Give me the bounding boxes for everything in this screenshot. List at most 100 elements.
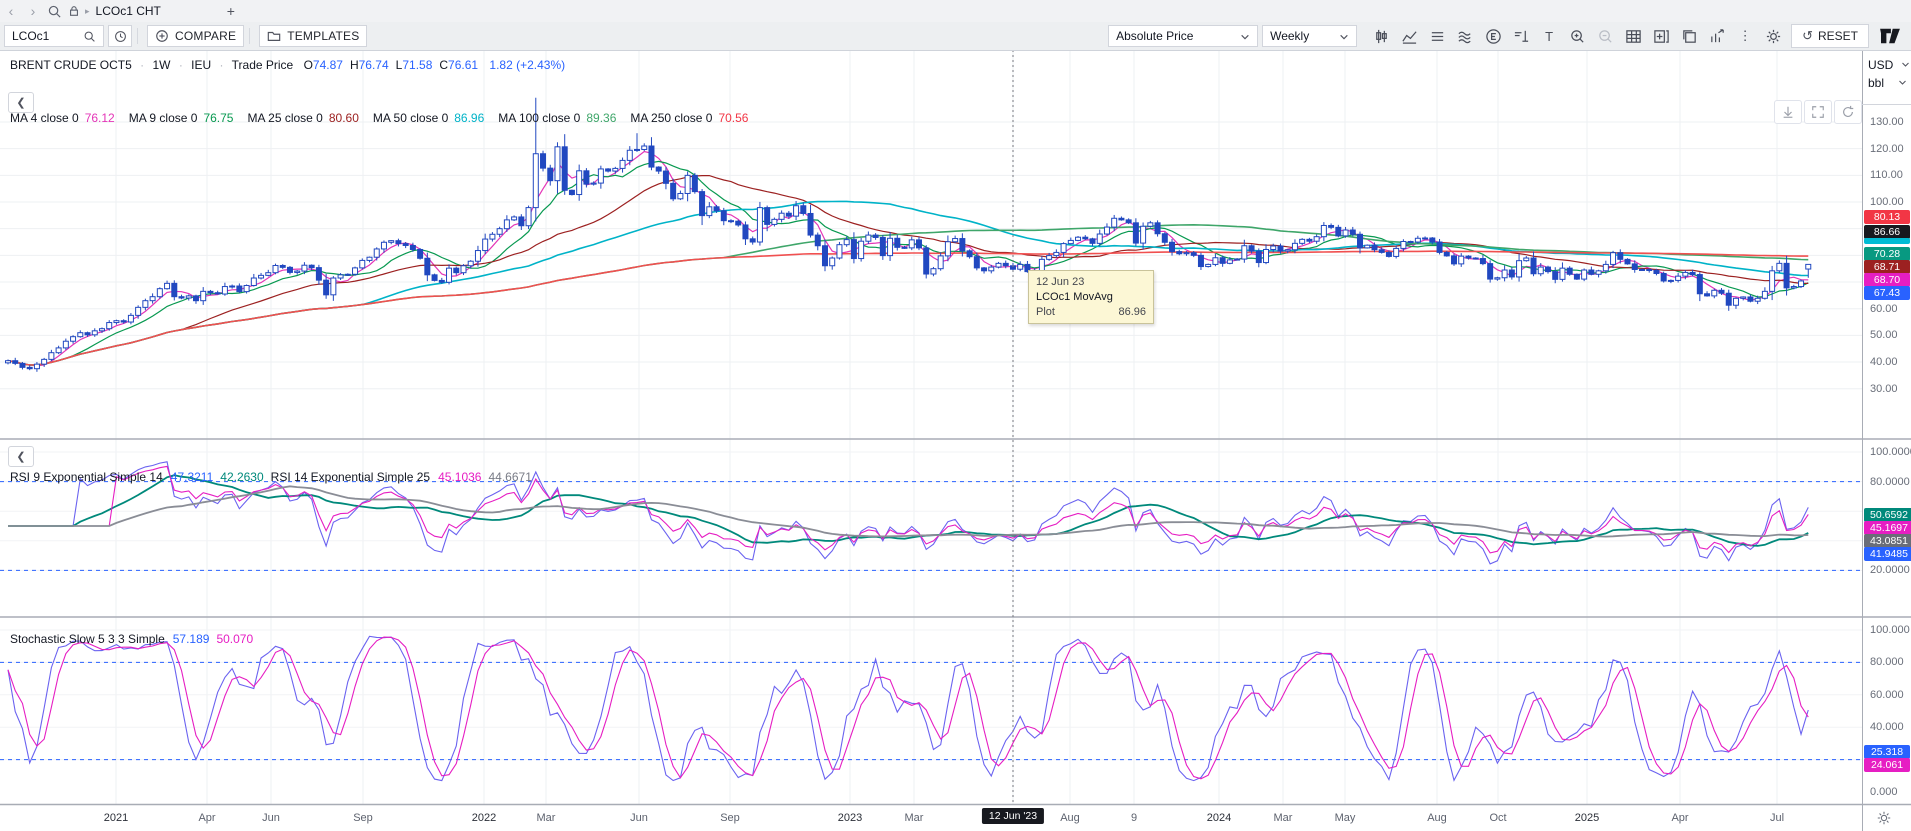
folder-icon <box>267 29 281 43</box>
time-axis-label: 2023 <box>838 812 862 824</box>
zoom-in-icon[interactable] <box>1565 25 1589 47</box>
interval-history-button[interactable] <box>108 25 132 47</box>
ma-legend-item[interactable]: MA 4 close 076.12 <box>10 111 115 125</box>
rsi-tag: 41.9485 <box>1864 547 1911 561</box>
copy-chart-icon[interactable] <box>1677 25 1701 47</box>
line-chart-icon[interactable] <box>1397 25 1421 47</box>
toolbar-separator <box>137 28 138 44</box>
rsi-axis-label: 80.0000 <box>1870 476 1910 488</box>
collapse-rsi-legend-button[interactable]: ❮ <box>8 446 34 467</box>
add-pane-icon[interactable] <box>1649 25 1673 47</box>
chart-toolbar: LCOc1 COMPARE TEMPLATES Absolute Price W… <box>0 22 1911 51</box>
data-grid-icon[interactable] <box>1621 25 1645 47</box>
time-axis-label: 2024 <box>1207 812 1231 824</box>
currency-label: USD <box>1868 58 1893 72</box>
currency-select[interactable]: USD <box>1868 56 1910 74</box>
time-axis-settings-icon[interactable] <box>1876 810 1892 831</box>
chevron-down-icon <box>1240 31 1250 41</box>
price-axis-label: 50.00 <box>1870 329 1898 341</box>
search-icon[interactable] <box>44 2 64 20</box>
ma-legend-item[interactable]: MA 50 close 086.96 <box>373 111 484 125</box>
nav-forward-icon[interactable]: › <box>22 3 44 19</box>
ohlc-key: O <box>304 58 313 72</box>
rsi-legend-row: RSI 9 Exponential Simple 1447.321142.263… <box>10 470 539 484</box>
rsi-tag: 45.1697 <box>1864 521 1911 535</box>
toolbar-separator <box>249 28 250 44</box>
indicator-label[interactable]: RSI 9 Exponential Simple 14 <box>10 470 163 484</box>
ohlc-key: H <box>350 58 359 72</box>
ma-legend-item[interactable]: MA 25 close 080.60 <box>247 111 358 125</box>
time-axis-label: Oct <box>1489 812 1506 824</box>
time-axis-label: Jun <box>630 812 648 824</box>
time-axis-label: May <box>1335 812 1356 824</box>
tab-bar: ‹ › ▸ LCOc1 CHT + <box>0 0 1911 23</box>
price-tag: 86.66 <box>1864 225 1910 239</box>
time-axis-label: 9 <box>1131 812 1137 824</box>
unit-select[interactable]: bbl <box>1868 74 1910 92</box>
nav-back-icon[interactable]: ‹ <box>0 3 22 19</box>
search-icon <box>83 30 96 43</box>
chart-style-candles-icon[interactable] <box>1369 25 1393 47</box>
ma-legend-item[interactable]: MA 100 close 089.36 <box>498 111 616 125</box>
pane-controls <box>1772 100 1862 124</box>
templates-label: TEMPLATES <box>287 29 359 43</box>
compare-button[interactable]: COMPARE <box>147 25 244 47</box>
price-axis-label: 40.00 <box>1870 356 1898 368</box>
reset-label: RESET <box>1818 29 1858 43</box>
baseline-ruler-icon[interactable] <box>1509 25 1533 47</box>
restore-view-icon[interactable] <box>1834 100 1862 124</box>
indicator-label[interactable]: RSI 14 Exponential Simple 25 <box>271 470 430 484</box>
export-chart-icon[interactable] <box>1705 25 1729 47</box>
tooltip-value: 86.96 <box>1118 306 1146 318</box>
waves-icon[interactable] <box>1453 25 1477 47</box>
ma-legend-row: MA 4 close 076.12 MA 9 close 076.75 MA 25 … <box>10 111 762 125</box>
indicator-label[interactable]: Stochastic Slow 5 3 3 Simple <box>10 632 165 646</box>
indicator-value: 57.189 <box>173 632 210 646</box>
compare-label: COMPARE <box>175 29 236 43</box>
clock-icon <box>114 30 127 43</box>
time-axis-label: Mar <box>537 812 556 824</box>
rsi-tag: 50.6592 <box>1864 508 1911 522</box>
time-axis-label: Mar <box>905 812 924 824</box>
templates-button[interactable]: TEMPLATES <box>259 25 367 47</box>
tab-title[interactable]: LCOc1 CHT <box>96 4 161 18</box>
zoom-out-icon[interactable] <box>1593 25 1617 47</box>
price-tag: 68.70 <box>1864 273 1910 287</box>
interval-select[interactable]: Weekly <box>1262 25 1357 47</box>
ma-legend-item[interactable]: MA 250 close 070.56 <box>630 111 748 125</box>
text-tool-icon[interactable]: T <box>1537 25 1561 47</box>
legend-series-type: Trade Price <box>232 58 294 72</box>
new-tab-button[interactable]: + <box>221 3 241 19</box>
main-legend: BRENT CRUDE OCT5 · 1W · IEU · Trade Pric… <box>10 58 565 72</box>
ma-legend-item[interactable]: MA 9 close 076.75 <box>129 111 234 125</box>
price-tag: 67.43 <box>1864 286 1910 300</box>
reset-button[interactable]: ↺ RESET <box>1791 24 1869 48</box>
price-axis-label: 100.00 <box>1870 196 1904 208</box>
legend-symbol[interactable]: BRENT CRUDE OCT5 <box>10 58 132 72</box>
indicator-value: 44.6671 <box>488 470 531 484</box>
settings-gear-icon[interactable] <box>1761 25 1785 47</box>
events-icon[interactable] <box>1481 25 1505 47</box>
stoch-tag: 25.318 <box>1864 745 1910 759</box>
time-axis-label: Aug <box>1060 812 1080 824</box>
tradingview-logo[interactable] <box>1877 26 1903 46</box>
symbol-search-input[interactable]: LCOc1 <box>4 25 104 47</box>
ohlc-key: C <box>439 58 448 72</box>
price-mode-select[interactable]: Absolute Price <box>1108 25 1258 47</box>
legend-change: 1.82 (+2.43%) <box>489 58 565 72</box>
tooltip-date: 12 Jun 23 <box>1036 276 1146 288</box>
price-axis-label: 30.00 <box>1870 383 1898 395</box>
maximize-pane-icon[interactable] <box>1804 100 1832 124</box>
time-axis-label: Apr <box>198 812 215 824</box>
rows-icon[interactable] <box>1425 25 1449 47</box>
price-tag <box>1864 238 1910 244</box>
collapse-main-legend-button[interactable]: ❮ <box>8 92 34 113</box>
scroll-to-recent-icon[interactable] <box>1774 100 1802 124</box>
indicator-value: 45.1036 <box>438 470 481 484</box>
more-options-icon[interactable]: ⋮ <box>1733 25 1757 47</box>
time-axis-label: Mar <box>1274 812 1293 824</box>
legend-exchange: IEU <box>191 58 211 72</box>
time-axis-label: 2022 <box>472 812 496 824</box>
ohlc-value: 76.61 <box>448 58 478 72</box>
legend-ohlc: O74.87H76.74L71.58C76.61 <box>297 58 479 72</box>
